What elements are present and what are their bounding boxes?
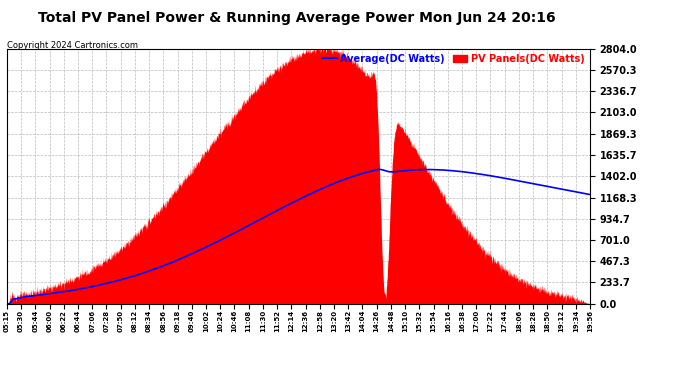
Text: Total PV Panel Power & Running Average Power Mon Jun 24 20:16: Total PV Panel Power & Running Average P… [38, 11, 555, 25]
Text: Copyright 2024 Cartronics.com: Copyright 2024 Cartronics.com [7, 41, 138, 50]
Legend: Average(DC Watts), PV Panels(DC Watts): Average(DC Watts), PV Panels(DC Watts) [322, 54, 585, 64]
